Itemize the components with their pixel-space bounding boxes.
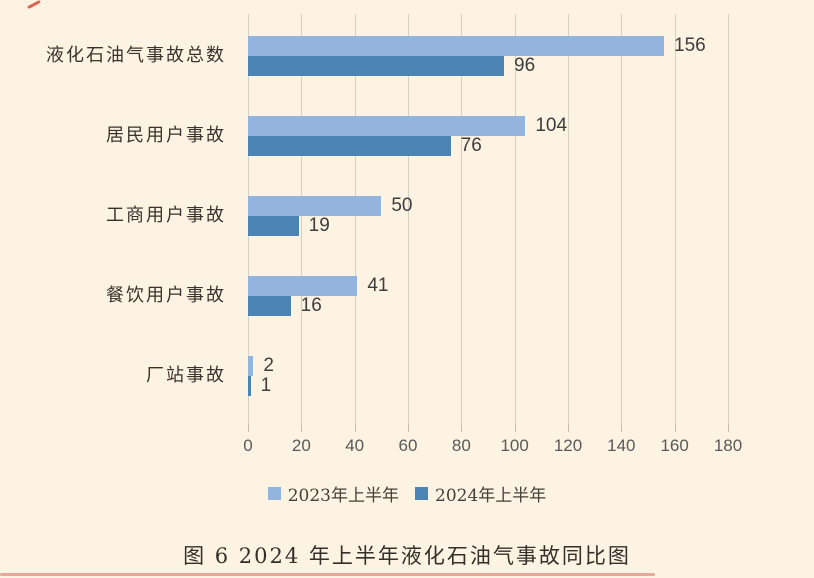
tick-mark xyxy=(514,425,516,432)
value-label: 156 xyxy=(674,35,706,56)
gridline xyxy=(408,14,409,425)
tick-mark xyxy=(354,425,356,432)
category-label: 餐饮用户事故 xyxy=(106,285,226,306)
value-label: 19 xyxy=(308,215,330,236)
value-label: 2 xyxy=(263,355,274,376)
bar-2023年上半年 xyxy=(248,196,382,216)
gridline xyxy=(514,14,516,425)
gridline xyxy=(674,14,676,425)
bar-2024年上半年 xyxy=(248,136,451,156)
legend-item: 2023年上半年 xyxy=(267,481,399,506)
legend-label: 2024年上半年 xyxy=(435,486,547,506)
red-underline xyxy=(0,573,655,576)
bar-2024年上半年 xyxy=(248,296,291,316)
gridline xyxy=(301,14,303,425)
plot-area: 156 96 104 76 50 19 41 16 2 1 xyxy=(248,14,729,432)
tick-mark xyxy=(568,425,569,432)
tick-mark xyxy=(408,425,409,432)
legend-item: 2024年上半年 xyxy=(415,481,546,506)
gridline xyxy=(621,14,623,425)
bar-2023年上半年 xyxy=(248,36,664,56)
value-label: 41 xyxy=(367,275,389,296)
tick-mark xyxy=(674,425,676,432)
bar-2024年上半年 xyxy=(248,56,504,76)
legend-swatch-icon xyxy=(267,487,281,500)
x-tick-label: 40 xyxy=(345,436,365,455)
value-label: 96 xyxy=(514,55,536,76)
gridline xyxy=(568,14,569,425)
x-tick-label: 180 xyxy=(713,436,743,455)
bar-2023年上半年 xyxy=(248,116,526,136)
tick-mark xyxy=(621,425,623,432)
value-label: 16 xyxy=(300,295,322,316)
x-tick-label: 160 xyxy=(660,436,689,455)
x-tick-label: 120 xyxy=(553,436,583,455)
value-label: 76 xyxy=(460,135,482,156)
tick-mark xyxy=(248,425,249,432)
x-tick-label: 0 xyxy=(243,436,253,455)
legend-label: 2023年上半年 xyxy=(287,486,399,506)
x-tick-label: 140 xyxy=(607,436,636,455)
category-label: 厂站事故 xyxy=(146,365,226,386)
category-label: 工商用户事故 xyxy=(106,205,226,226)
value-label: 104 xyxy=(535,115,568,136)
bar-2023年上半年 xyxy=(248,276,358,296)
gridline xyxy=(461,14,463,425)
bar-2024年上半年 xyxy=(248,376,251,396)
x-axis: 0 20 40 60 80 100 120 140 160 180 xyxy=(243,436,742,458)
x-tick-label: 80 xyxy=(451,436,471,455)
category-label: 液化石油气事故总数 xyxy=(46,45,226,66)
gridline xyxy=(728,14,729,425)
value-label: 50 xyxy=(391,195,413,216)
red-pen-mark xyxy=(27,0,41,10)
gridline xyxy=(354,14,356,425)
legend-swatch-icon xyxy=(415,487,428,500)
tick-mark xyxy=(461,425,463,432)
chart-legend: 2023年上半年 2024年上半年 xyxy=(0,481,814,506)
tick-mark xyxy=(301,425,303,432)
x-tick-label: 60 xyxy=(398,436,418,455)
category-axis: 液化石油气事故总数居民用户事故 工商用户事故 餐饮用户事故厂站事故 xyxy=(0,14,237,425)
figure-caption: 图 6 2024 年上半年液化石油气事故同比图 xyxy=(183,544,631,568)
x-tick-label: 20 xyxy=(291,436,311,455)
bar-2023年上半年 xyxy=(248,356,254,376)
tick-mark xyxy=(728,425,729,432)
x-tick-label: 100 xyxy=(500,436,529,455)
category-label: 居民用户事故 xyxy=(106,125,226,146)
value-label: 1 xyxy=(260,375,272,396)
bar-2024年上半年 xyxy=(248,216,299,236)
